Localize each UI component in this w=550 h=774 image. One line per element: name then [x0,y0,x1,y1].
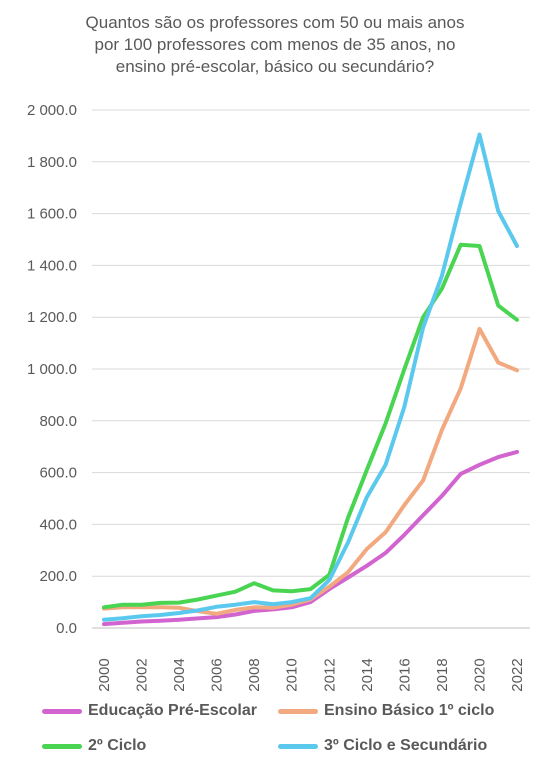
series-line-4 [102,132,519,622]
chart-title-line-3: ensino pré-escolar, básico ou secundário… [115,57,435,76]
y-tick-label: 800.0 [39,413,77,430]
series-line-3 [102,242,519,610]
series-lines [102,132,519,627]
series-line-2 [102,326,519,616]
x-tick-label: 2020 [471,658,488,691]
series-line-1 [102,449,519,627]
y-tick-label: 1 200.0 [27,309,77,326]
y-axis-tick-labels: 0.0 200.0 400.0 600.0 800.0 1 000.0 1 200.0 1 4… [27,102,77,637]
y-tick-label: 2 000.0 [27,102,77,119]
x-tick-label: 2022 [509,658,526,691]
chart-title: Quantos são os professores com 50 ou mai… [0,12,550,78]
y-tick-label: 1 800.0 [27,154,77,171]
x-tick-label: 2018 [434,658,451,691]
x-tick-label: 2008 [246,658,263,691]
chart-title-line-1: Quantos são os professores com 50 ou mai… [85,13,465,32]
y-tick-label: 200.0 [39,568,77,585]
y-tick-label: 400.0 [39,516,77,533]
x-tick-label: 2014 [359,658,376,691]
y-tick-label: 0.0 [56,620,77,637]
x-tick-label: 2000 [96,658,113,691]
y-tick-label: 600.0 [39,465,77,482]
y-tick-label: 1 400.0 [27,257,77,274]
y-tick-label: 1 000.0 [27,361,77,378]
x-axis-tick-labels: 2000 2002 2004 2006 2008 2010 2012 2014 2016 2018… [96,658,526,691]
x-tick-label: 2002 [134,658,151,691]
y-tick-label: 1 600.0 [27,206,77,223]
x-tick-label: 2016 [396,658,413,691]
x-tick-label: 2004 [171,658,188,691]
chart-title-line-2: por 100 professores com menos de 35 anos… [94,35,456,54]
x-tick-label: 2010 [284,658,301,691]
x-tick-label: 2012 [321,658,338,691]
x-tick-label: 2006 [209,658,226,691]
